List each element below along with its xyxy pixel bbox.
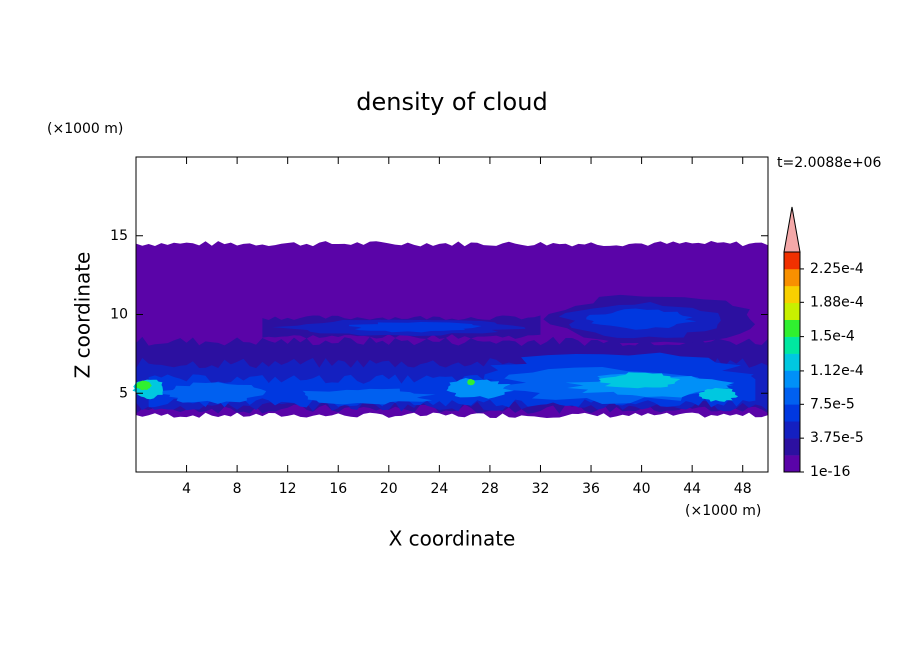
x-tick-label: 24 xyxy=(430,481,448,497)
time-annotation: t=2.0088e+06 xyxy=(777,155,881,171)
x-tick-label: 12 xyxy=(279,481,297,497)
colorbar-tick-label: 2.25e-4 xyxy=(810,261,864,277)
x-tick-label: 32 xyxy=(532,481,550,497)
contour-region xyxy=(135,380,152,391)
colorbar-band xyxy=(784,404,800,422)
x-tick-label: 44 xyxy=(683,481,701,497)
colorbar-band xyxy=(784,438,800,456)
x-tick-label: 40 xyxy=(633,481,651,497)
colorbar-band xyxy=(784,336,800,354)
colorbar-band xyxy=(784,252,800,270)
contour-region xyxy=(598,372,681,389)
colorbar-band xyxy=(784,421,800,439)
colorbar-band xyxy=(784,319,800,337)
colorbar-tick-label: 3.75e-5 xyxy=(810,430,864,446)
x-tick-label: 20 xyxy=(380,481,398,497)
contour-region xyxy=(586,308,697,330)
colorbar-band xyxy=(784,353,800,371)
colorbar-tick-label: 7.5e-5 xyxy=(810,396,855,412)
colorbar-tick-label: 1.12e-4 xyxy=(810,363,864,379)
colorbar-band xyxy=(784,455,800,473)
colorbar-band xyxy=(784,285,800,304)
contour-region xyxy=(348,322,482,333)
y-tick-label: 10 xyxy=(110,307,128,323)
x-tick-label: 8 xyxy=(233,481,242,497)
x-axis-label: X coordinate xyxy=(389,527,516,551)
colorbar-frame xyxy=(783,251,801,473)
x-tick-label: 4 xyxy=(182,481,191,497)
y-tick-label: 15 xyxy=(110,228,128,244)
colorbar-tick-label: 1e-16 xyxy=(810,464,850,480)
colorbar-band xyxy=(784,268,800,287)
x-tick-label: 36 xyxy=(582,481,600,497)
colorbar-tick-label: 1.88e-4 xyxy=(810,294,864,310)
contour-region xyxy=(698,387,739,402)
x-tick-label: 16 xyxy=(329,481,347,497)
x-tick-label: 48 xyxy=(734,481,752,497)
chart-title: density of cloud xyxy=(356,88,547,116)
colorbar-extension xyxy=(783,206,801,253)
colorbar-band xyxy=(784,387,800,405)
contour-region xyxy=(466,378,475,386)
colorbar-band xyxy=(784,370,800,388)
y-tick-label: 5 xyxy=(119,385,128,401)
y-axis-label: Z coordinate xyxy=(71,252,95,379)
y-unit: (×1000 m) xyxy=(47,121,123,137)
colorbar-tick-label: 1.5e-4 xyxy=(810,329,855,345)
x-unit: (×1000 m) xyxy=(685,503,761,519)
contour-region xyxy=(154,382,267,404)
x-tick-label: 28 xyxy=(481,481,499,497)
contour-region xyxy=(446,377,514,399)
contour-region xyxy=(302,388,436,405)
colorbar-band xyxy=(784,302,800,320)
